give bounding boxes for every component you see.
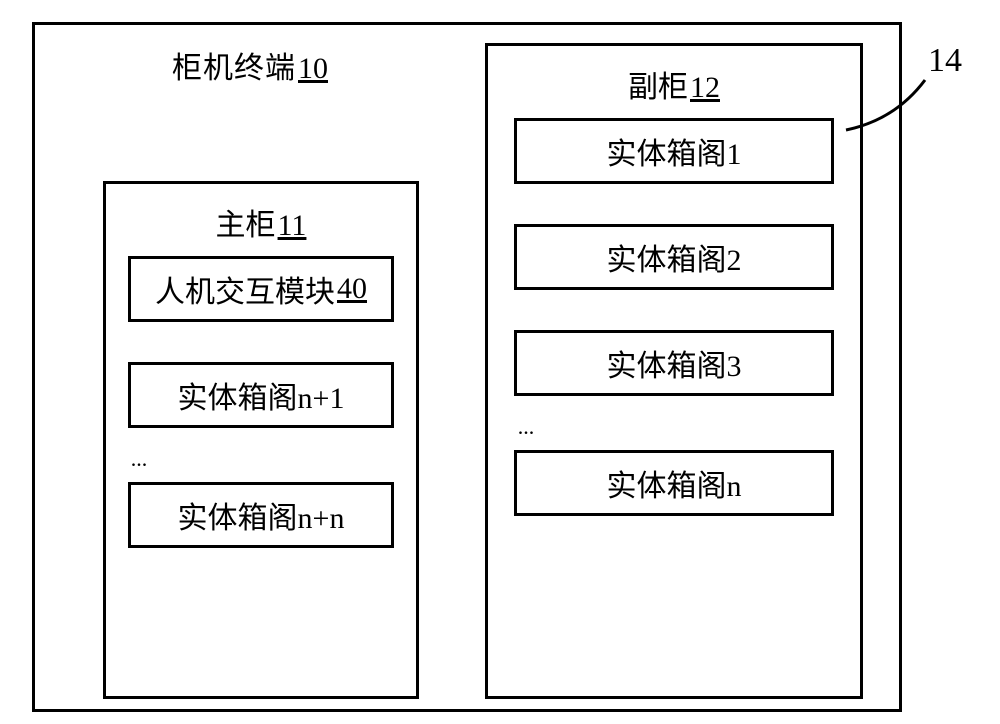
callout-label-14: 14 xyxy=(928,42,962,80)
callout-line xyxy=(0,0,1000,724)
